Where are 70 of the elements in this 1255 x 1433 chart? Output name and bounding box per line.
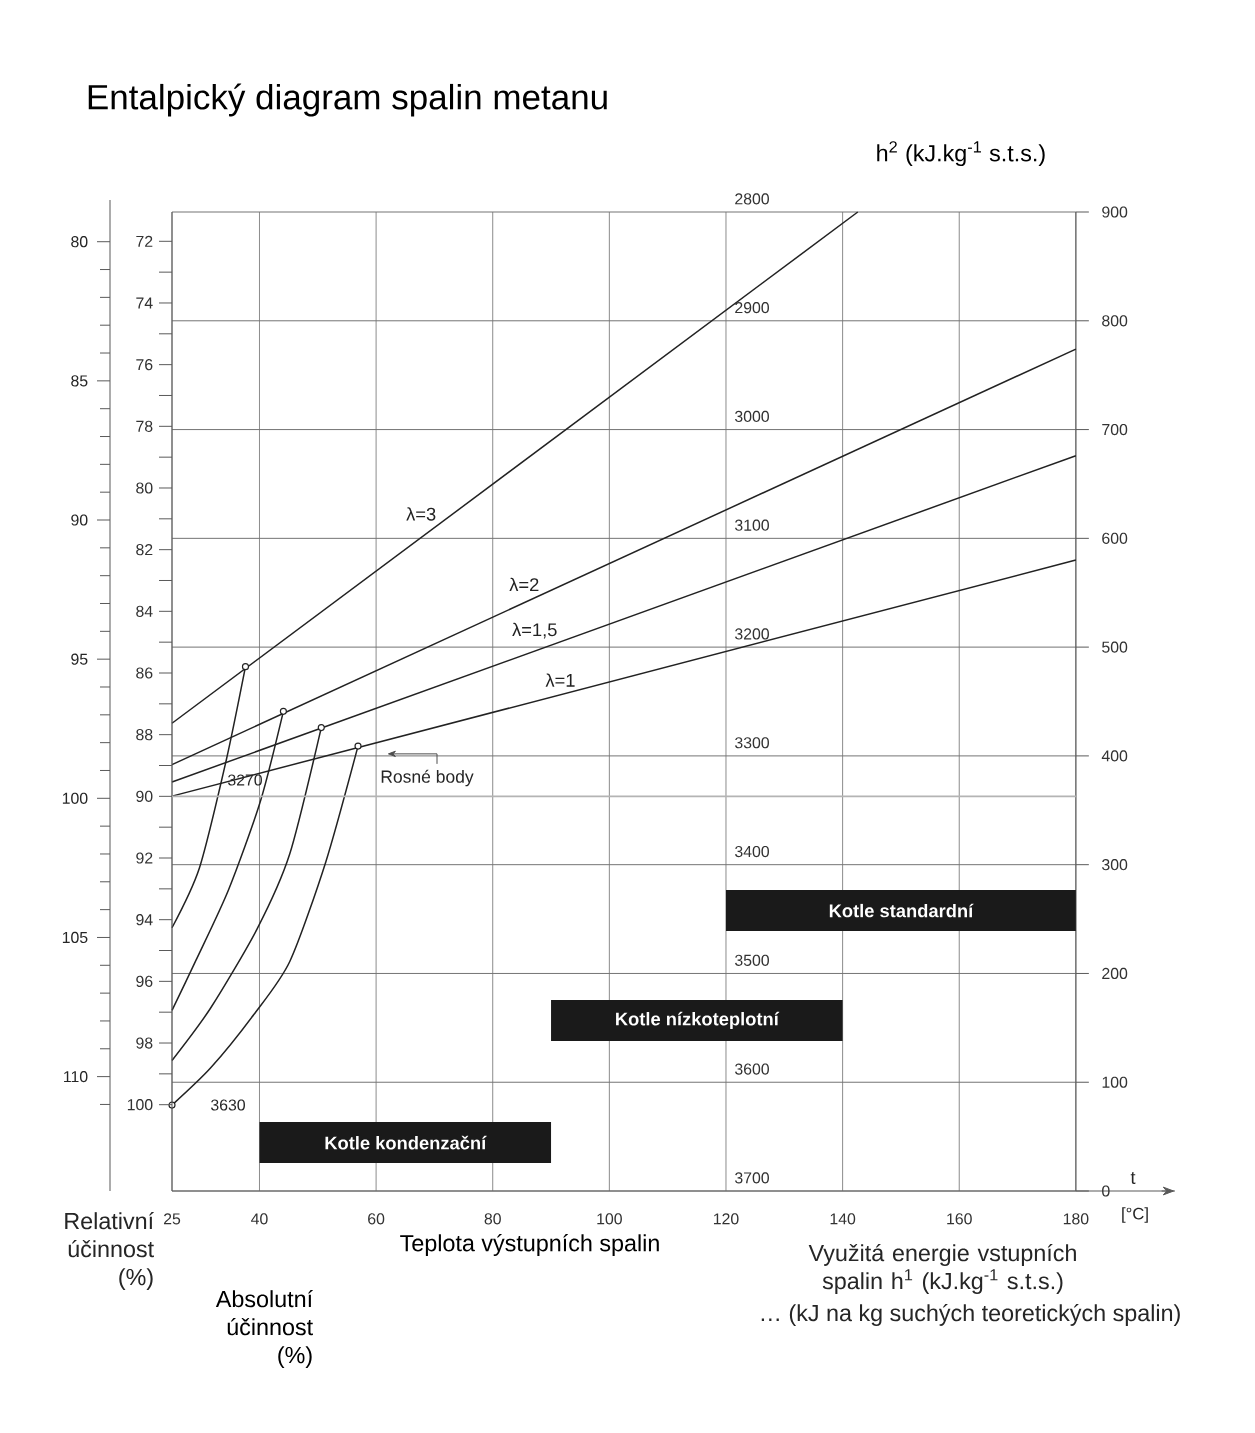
x-tick-label: 25 <box>163 1213 181 1225</box>
annotation: 3270 <box>227 774 262 786</box>
series-label: λ=1 <box>545 673 575 687</box>
y-tick-label: 700 <box>1102 423 1128 436</box>
band-label: Kotle kondenzační <box>325 1135 487 1150</box>
band-label: Kotle standardní <box>829 903 974 918</box>
y-tick-label: 100 <box>1102 1076 1128 1088</box>
series-label: λ=1,5 <box>512 622 557 639</box>
text: Využitá energie vstupních spalin h$^{1}$ (kJ.kg$^{-1}$ s.t.s.) <box>808 1243 1076 1294</box>
x-axis-title: Teplota výstupních spalin <box>400 1233 659 1257</box>
y-tick-label: 200 <box>1102 967 1128 980</box>
y2-tick-label: 2800 <box>735 193 769 205</box>
annotation: Rosné body <box>381 769 474 787</box>
y3-tick-label: 74 <box>136 297 153 309</box>
y3-tick-label: 86 <box>136 667 153 679</box>
y3-axis-title: Absolutní účinnost (%) <box>215 1289 313 1368</box>
text: … (kJ na kg suchých teoretických spalin) <box>761 1303 1180 1326</box>
y3-tick-label: 100 <box>127 1099 153 1111</box>
y3-tick-label: 72 <box>136 235 153 247</box>
y-tick-label: 800 <box>1102 315 1128 327</box>
y-tick-label: 400 <box>1101 750 1128 762</box>
y2-tick-label: 2900 <box>735 302 769 314</box>
y3-tick-label: 88 <box>136 729 153 741</box>
x-tick-label: 120 <box>713 1213 739 1225</box>
annotation: 3630 <box>210 1099 245 1111</box>
y3-tick-label: 82 <box>136 544 153 556</box>
y2-tick-label: 3000 <box>735 410 769 423</box>
y-tick-label: 0 <box>1102 1185 1110 1197</box>
y3-tick-label: 96 <box>136 975 153 987</box>
y-axis-title: h$^{2}$ (kJ.kg$^{-1}$ s.t.s.) <box>877 141 1045 167</box>
y3-tick-label: 90 <box>136 790 153 802</box>
y-tick-label: 300 <box>1102 859 1128 871</box>
y2-tick-label: 3500 <box>735 954 769 966</box>
y3-tick-label: 84 <box>136 605 153 617</box>
text: 100 <box>62 792 88 804</box>
y3-tick-label: 98 <box>136 1037 153 1049</box>
text: [°C] <box>1122 1207 1148 1223</box>
y3-tick-label: 78 <box>136 420 153 432</box>
text: 105 <box>62 931 88 944</box>
y3-tick-label: 94 <box>136 914 153 926</box>
x-tick-label: 140 <box>830 1213 856 1225</box>
y3-tick-label: 80 <box>136 482 153 494</box>
x-tick-label: 180 <box>1063 1213 1089 1225</box>
y2-tick-label: 3200 <box>735 628 769 640</box>
y2-tick-label: 3400 <box>735 845 769 858</box>
series-label: λ=2 <box>509 577 539 591</box>
text: 110 <box>64 1071 88 1083</box>
y2-tick-label: 3100 <box>735 519 769 531</box>
x-tick-label: 160 <box>947 1213 972 1225</box>
x-tick-label: 80 <box>484 1213 501 1225</box>
text: 80 <box>71 236 88 248</box>
series-label: λ=3 <box>406 507 436 521</box>
text: 85 <box>71 375 88 387</box>
annotation: t <box>1130 1172 1136 1184</box>
y-tick-label: 600 <box>1102 532 1128 544</box>
y-tick-label: 500 <box>1102 641 1128 653</box>
band-label: Kotle nízkoteplotní <box>616 1011 780 1030</box>
x-tick-label: 40 <box>251 1213 268 1225</box>
y3-tick-label: 76 <box>136 359 153 371</box>
y2-tick-label: 3600 <box>735 1063 769 1075</box>
y-tick-label: 900 <box>1102 206 1128 218</box>
text: 90 <box>71 514 88 526</box>
text: Relativní účinnost (%) <box>65 1211 154 1290</box>
x-tick-label: 60 <box>368 1213 385 1225</box>
text: 95 <box>71 653 88 665</box>
chart-title: Entalpický diagram spalin metanu <box>88 83 607 117</box>
y2-tick-label: 3700 <box>735 1172 769 1184</box>
x-tick-label: 100 <box>597 1213 622 1225</box>
y3-tick-label: 92 <box>136 852 153 864</box>
y2-tick-label: 3300 <box>735 737 769 749</box>
